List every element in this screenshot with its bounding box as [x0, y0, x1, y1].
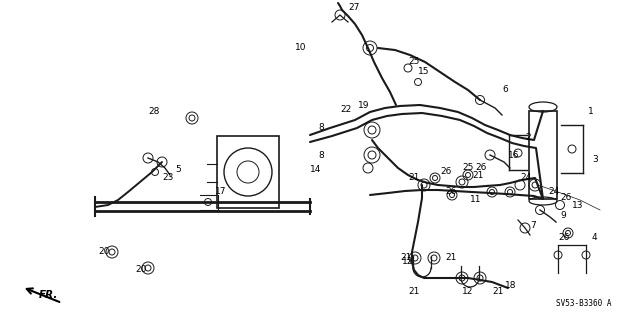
- Text: 21: 21: [492, 287, 504, 296]
- Text: 25: 25: [462, 164, 474, 173]
- Text: 16: 16: [508, 151, 520, 160]
- Text: 25: 25: [408, 57, 419, 66]
- Text: FR.: FR.: [38, 290, 58, 300]
- Text: 23: 23: [162, 174, 173, 182]
- Text: 20: 20: [135, 265, 147, 275]
- Text: 14: 14: [310, 166, 321, 174]
- Text: 26: 26: [475, 164, 486, 173]
- Text: 21: 21: [400, 254, 412, 263]
- Text: 1: 1: [588, 108, 594, 116]
- Text: 12: 12: [462, 287, 474, 296]
- Text: 21: 21: [408, 287, 419, 296]
- Text: 5: 5: [175, 166, 180, 174]
- Text: 8: 8: [318, 123, 324, 132]
- Bar: [529, 111, 557, 199]
- Text: 26: 26: [440, 167, 451, 176]
- Text: 4: 4: [592, 234, 598, 242]
- Text: 26: 26: [558, 234, 570, 242]
- Text: 26: 26: [445, 188, 456, 197]
- Text: 6: 6: [502, 85, 508, 94]
- Text: 21: 21: [445, 254, 456, 263]
- Text: 3: 3: [592, 155, 598, 165]
- Text: 22: 22: [340, 106, 351, 115]
- Text: 17: 17: [215, 188, 227, 197]
- Text: 18: 18: [505, 280, 516, 290]
- Text: 19: 19: [358, 100, 369, 109]
- Text: 26: 26: [560, 194, 572, 203]
- Text: 21: 21: [408, 174, 419, 182]
- Text: 15: 15: [418, 68, 429, 77]
- Text: 12: 12: [403, 257, 413, 266]
- Text: 27: 27: [348, 4, 360, 12]
- Text: 28: 28: [148, 108, 159, 116]
- Text: 9: 9: [560, 211, 566, 219]
- Text: 8: 8: [318, 151, 324, 160]
- Text: SV53-B3360 A: SV53-B3360 A: [557, 299, 612, 308]
- Text: 24: 24: [520, 174, 531, 182]
- Text: 10: 10: [295, 43, 307, 53]
- Text: 24: 24: [548, 188, 559, 197]
- Text: 7: 7: [530, 220, 536, 229]
- Text: 11: 11: [470, 196, 481, 204]
- Text: 21: 21: [472, 170, 483, 180]
- Text: 13: 13: [572, 201, 584, 210]
- Bar: [217, 136, 279, 208]
- Text: 2: 2: [525, 133, 531, 143]
- Text: 20: 20: [98, 248, 109, 256]
